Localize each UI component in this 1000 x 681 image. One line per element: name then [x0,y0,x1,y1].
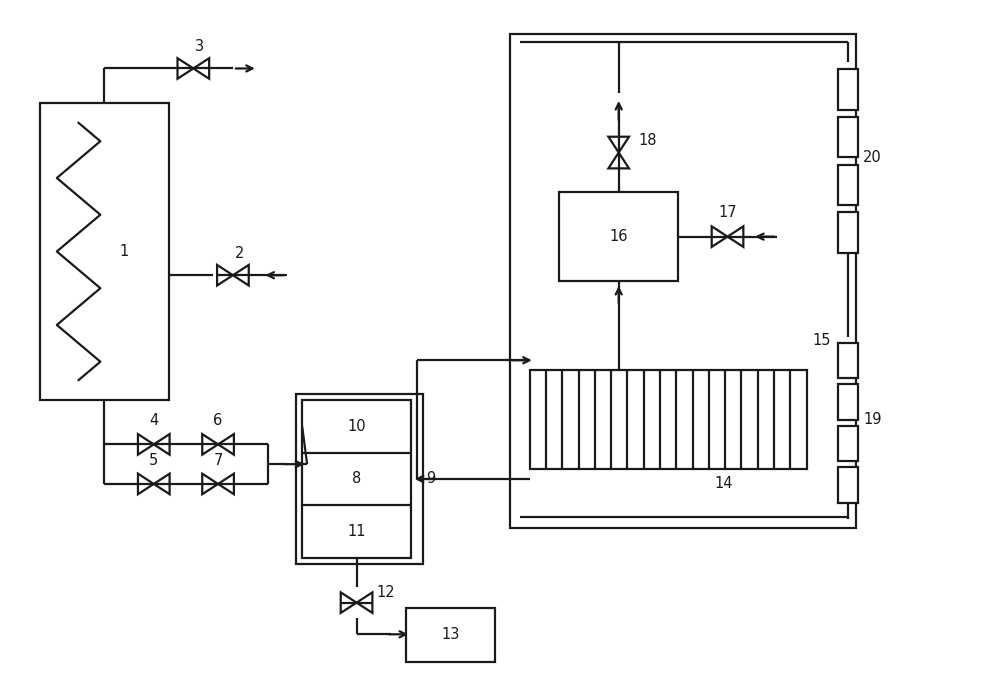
Text: 15: 15 [812,333,831,348]
Bar [838,212,858,253]
Text: 16: 16 [609,229,628,244]
Bar [296,394,423,564]
Text: 17: 17 [718,206,737,221]
Bar [838,165,858,205]
Text: 12: 12 [376,585,395,600]
Text: 11: 11 [347,524,366,539]
Text: 1: 1 [119,244,128,259]
Text: 10: 10 [347,419,366,434]
Bar [530,370,807,469]
Bar [838,426,858,461]
Bar [510,34,856,528]
Bar [302,400,411,558]
Bar [838,467,858,503]
Bar [40,103,169,400]
Text: 14: 14 [714,477,733,492]
Text: 6: 6 [213,413,223,428]
Text: 9: 9 [426,471,435,486]
Bar [559,192,678,281]
Text: 8: 8 [352,471,361,486]
Text: 4: 4 [149,413,158,428]
Bar [838,384,858,419]
Text: 13: 13 [441,627,460,642]
Bar [406,607,495,662]
Text: 5: 5 [149,453,158,468]
Bar [838,69,858,110]
Text: 7: 7 [213,453,223,468]
Text: 20: 20 [863,150,882,165]
Text: 19: 19 [863,412,882,427]
Text: 18: 18 [638,133,657,148]
Text: 2: 2 [235,246,244,261]
Text: 3: 3 [195,39,204,54]
Bar [838,117,858,157]
Bar [838,343,858,378]
